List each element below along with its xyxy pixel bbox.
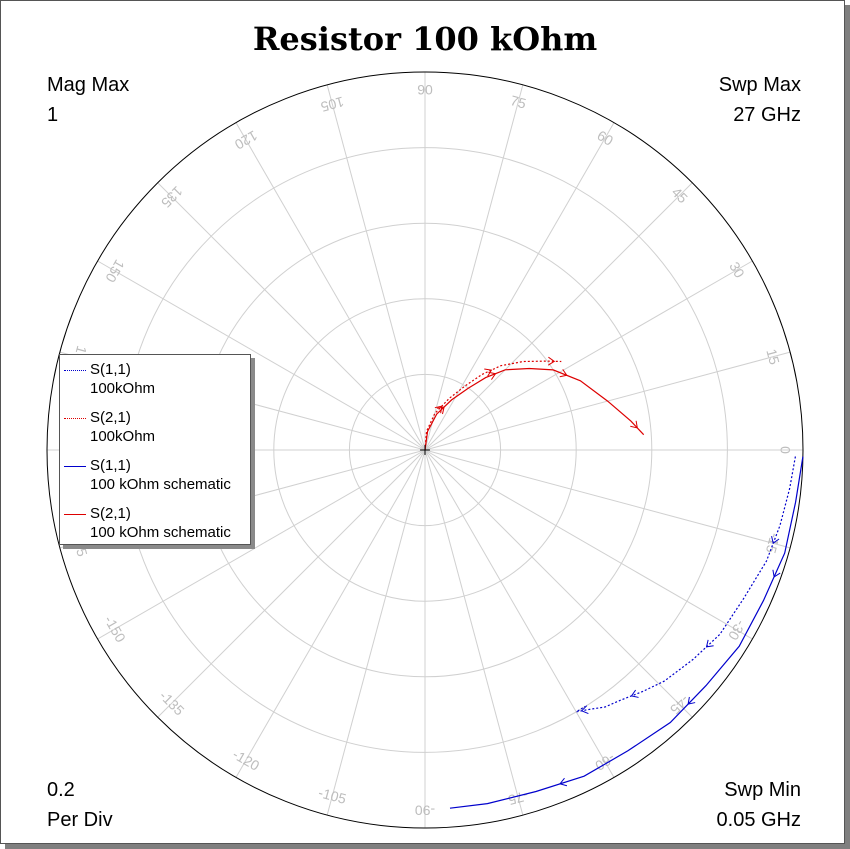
swp-min-label: Swp Min [724,779,801,801]
legend-series-name: S(1,1) [90,457,131,474]
legend-series-sub: 100 kOhm schematic [90,524,231,541]
series-arrow-marker [559,777,568,787]
legend-series-name: S(1,1) [90,361,131,378]
angle-tick-label: 90 [417,82,433,98]
angle-tick-label: -60 [592,750,618,774]
legend-entry: S(1,1) 100 kOhm schematic [60,457,250,497]
angle-tick-label: -90 [415,802,435,818]
angle-tick-label: 75 [509,92,528,112]
grid-radial-line [424,449,615,778]
series-arrow-marker [630,420,638,429]
chart-legend: S(1,1) 100kOhm S(2,1) 100kOhm S(1,1) 100… [59,354,251,545]
series-arrow-marker [559,369,568,378]
mag-max-value: 1 [47,104,59,126]
grid-radial-line [97,449,426,640]
series-arrow-marker [771,536,780,545]
series-arrow-marker [434,405,443,414]
angle-tick-label: -75 [506,788,530,809]
outer-circle [46,71,804,829]
series-arrow-marker [705,639,714,648]
legend-series-name: S(2,1) [90,409,131,426]
swp-min-block: Swp Min 0.05 GHz [717,775,801,835]
grid-radial-line [326,84,426,451]
per-div-value: 0.2 [47,779,75,801]
grid-radial-line [424,449,693,718]
legend-entry: S(2,1) 100kOhm [60,409,250,449]
per-div-label: Per Div [47,809,113,831]
grid-radial-line [424,84,524,451]
grid-radial-line [424,449,791,549]
series-trace [575,456,796,713]
legend-swatch [64,370,86,371]
chart-title: Resistor 100 kOhm [252,20,598,58]
series-trace [424,360,562,451]
angle-tick-label: -150 [101,613,129,645]
angle-tick-label: 60 [594,127,616,149]
swp-max-label: Swp Max [718,74,801,96]
per-div-block: 0.2 Per Div [47,775,113,835]
legend-series-name: S(2,1) [90,505,131,522]
angle-tick-label: 150 [102,257,128,285]
legend-swatch [64,418,86,419]
grid-radial-line [424,449,524,816]
angle-tick-label: 30 [726,259,748,281]
series-arrow-marker [630,689,639,698]
grid-radial-line [235,449,426,778]
grid-radial-line [235,122,426,451]
angle-tick-label: 0 [777,446,793,454]
swp-max-value: 27 GHz [733,104,801,126]
legend-series-sub: 100kOhm [90,428,156,445]
angle-tick-label: -30 [725,617,749,643]
grid-radial-line [424,182,693,451]
grid-radial-line [424,449,753,640]
grid-radial-line [157,182,426,451]
swp-max-block: Swp Max 27 GHz [719,70,801,130]
angle-tick-label: -120 [230,746,262,774]
angle-tick-label: 105 [319,94,346,116]
grid-radial-line [424,260,753,451]
angle-tick-label: 15 [763,347,783,366]
series-arrow-marker [488,371,497,380]
swp-min-value: 0.05 GHz [716,809,801,831]
series-arrow-marker [436,406,445,415]
angle-tick-label: 120 [232,127,260,153]
legend-swatch [64,514,86,515]
center-marker [420,445,430,455]
series-trace [449,456,804,809]
mag-max-label: Mag Max [47,74,130,96]
mag-max-block: Mag Max 1 [47,70,129,130]
legend-entry: S(1,1) 100kOhm [60,361,250,401]
legend-entry: S(2,1) 100 kOhm schematic [60,505,250,545]
series-arrow-marker [772,569,781,578]
grid-radial-line [157,449,426,718]
series-arrow-marker [484,368,493,377]
series-arrow-marker [547,356,556,366]
series-arrow-marker [580,705,589,714]
legend-swatch [64,466,86,467]
legend-series-sub: 100kOhm [90,380,156,397]
angle-tick-label: -105 [317,784,348,807]
grid-radial-line [97,260,426,451]
grid-radial-line [326,449,426,816]
series-arrow-marker [687,696,696,705]
series-trace [424,367,645,451]
legend-series-sub: 100 kOhm schematic [90,476,231,493]
grid-radial-line [424,122,615,451]
